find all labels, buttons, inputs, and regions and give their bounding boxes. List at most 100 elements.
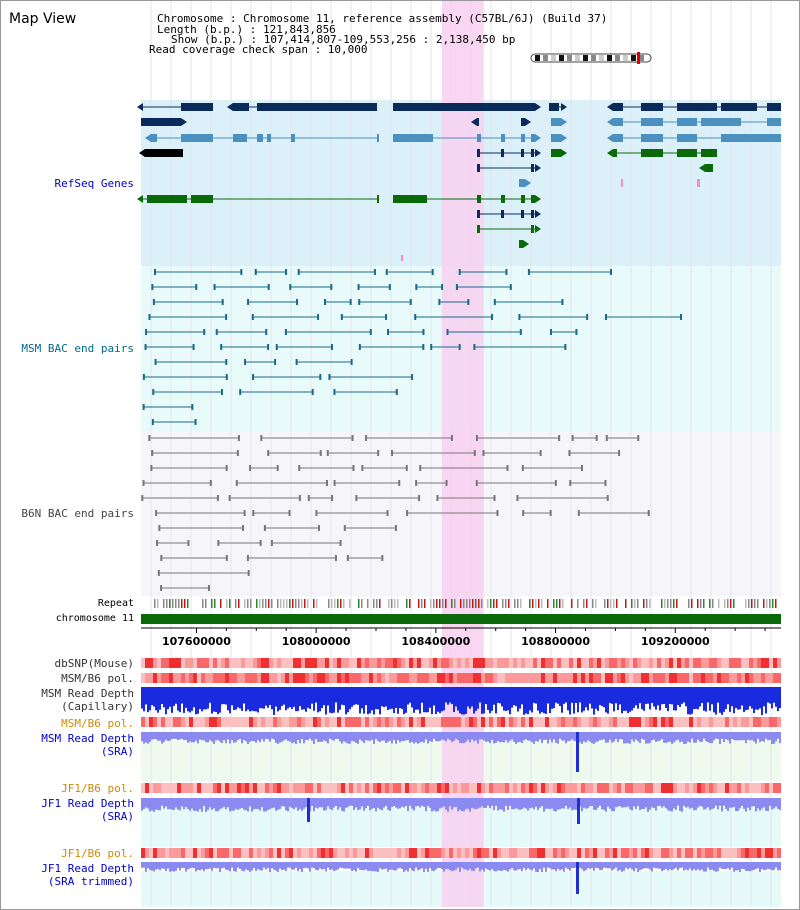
msm-bac-end-mark[interactable] bbox=[680, 314, 683, 320]
jf1-trimmed-depth-bar[interactable] bbox=[613, 862, 615, 870]
jf1-sra-depth-bar[interactable] bbox=[753, 798, 755, 807]
msm-pol-2-density-cell[interactable] bbox=[353, 717, 357, 727]
msm-sra-depth-bar[interactable] bbox=[493, 732, 495, 744]
dbsnp-density-cell[interactable] bbox=[381, 658, 385, 668]
msm-sra-depth-bar[interactable] bbox=[379, 732, 381, 743]
dbsnp-density-cell[interactable] bbox=[653, 658, 657, 668]
jf1-pol-density-cell[interactable] bbox=[709, 783, 713, 793]
msm-sra-depth-bar[interactable] bbox=[705, 732, 707, 742]
dbsnp-density-cell[interactable] bbox=[629, 658, 633, 668]
msm-sra-depth-bar[interactable] bbox=[407, 732, 409, 741]
msm-pol-density-cell[interactable] bbox=[257, 673, 261, 683]
b6n-bac-end-mark[interactable] bbox=[365, 435, 368, 441]
jf1-trimmed-depth-bar[interactable] bbox=[255, 862, 257, 871]
jf1-trimmed-depth-bar[interactable] bbox=[351, 862, 353, 871]
msm-sra-depth-bar[interactable] bbox=[649, 732, 651, 743]
b6n-bac-end-mark[interactable] bbox=[580, 465, 583, 471]
jf1-trimmed-depth-bar[interactable] bbox=[711, 862, 713, 870]
dbsnp-density-cell[interactable] bbox=[765, 658, 769, 668]
jf1-pol-density-cell[interactable] bbox=[773, 783, 777, 793]
jf1-sra-depth-bar[interactable] bbox=[375, 798, 377, 812]
b6n-bac-end-mark[interactable] bbox=[577, 510, 580, 516]
dbsnp-density-cell[interactable] bbox=[141, 658, 145, 668]
jf1-sra-depth-bar[interactable] bbox=[657, 798, 659, 807]
repeat-element[interactable] bbox=[379, 599, 381, 608]
msm-pol-2-density-cell[interactable] bbox=[145, 717, 149, 727]
b6n-bac-end-mark[interactable] bbox=[355, 495, 358, 501]
jf1-sra-depth-bar[interactable] bbox=[603, 798, 605, 810]
msm-capillary-depth-bar[interactable] bbox=[649, 687, 651, 710]
jf1-pol-density-cell[interactable] bbox=[405, 783, 409, 793]
jf1-sra-depth-bar[interactable] bbox=[357, 798, 359, 811]
jf1-trimmed-depth-bar[interactable] bbox=[391, 862, 393, 870]
msm-sra-depth-bar[interactable] bbox=[457, 732, 459, 741]
jf1-pol-density-cell[interactable] bbox=[765, 783, 769, 793]
msm-pol-density-cell[interactable] bbox=[245, 673, 249, 683]
msm-capillary-depth-bar[interactable] bbox=[419, 687, 421, 714]
jf1-pol-2-density-cell[interactable] bbox=[701, 848, 705, 858]
track-label-b6n-bac[interactable]: B6N BAC end pairs bbox=[21, 507, 134, 520]
jf1-pol-density-cell[interactable] bbox=[769, 783, 773, 793]
jf1-trimmed-depth-bar[interactable] bbox=[679, 862, 681, 868]
msm-capillary-depth-bar[interactable] bbox=[597, 687, 599, 711]
msm-sra-depth-bar[interactable] bbox=[455, 732, 457, 739]
msm-capillary-depth-bar[interactable] bbox=[719, 687, 721, 713]
msm-sra-depth-bar[interactable] bbox=[595, 732, 597, 743]
jf1-sra-depth-bar[interactable] bbox=[759, 798, 761, 811]
dbsnp-density-cell[interactable] bbox=[485, 658, 489, 668]
msm-capillary-depth-bar[interactable] bbox=[569, 687, 571, 715]
msm-pol-density-cell[interactable] bbox=[429, 673, 433, 683]
b6n-bac-end-mark[interactable] bbox=[386, 510, 389, 516]
jf1-trimmed-depth-bar[interactable] bbox=[159, 862, 161, 871]
msm-sra-depth-bar[interactable] bbox=[365, 732, 367, 741]
jf1-trimmed-depth-bar[interactable] bbox=[537, 862, 539, 872]
jf1-pol-2-density-cell[interactable] bbox=[281, 848, 285, 858]
jf1-pol-density-cell[interactable] bbox=[469, 783, 473, 793]
jf1-pol-density-cell[interactable] bbox=[749, 783, 753, 793]
msm-sra-depth-bar[interactable] bbox=[557, 732, 559, 744]
msm-capillary-depth-bar[interactable] bbox=[501, 687, 503, 707]
jf1-sra-depth-bar[interactable] bbox=[615, 798, 617, 808]
jf1-trimmed-depth-bar[interactable] bbox=[561, 862, 563, 870]
jf1-trimmed-depth-bar[interactable] bbox=[367, 862, 369, 871]
msm-capillary-depth-bar[interactable] bbox=[417, 687, 419, 710]
repeat-element[interactable] bbox=[463, 599, 465, 608]
msm-sra-depth-bar[interactable] bbox=[231, 732, 233, 741]
gene-exon[interactable] bbox=[519, 179, 525, 187]
msm-capillary-depth-bar[interactable] bbox=[225, 687, 227, 705]
msm-pol-2-density-cell[interactable] bbox=[773, 717, 777, 727]
dbsnp-density-cell[interactable] bbox=[245, 658, 249, 668]
msm-capillary-depth-bar[interactable] bbox=[553, 687, 555, 709]
jf1-pol-density-cell[interactable] bbox=[417, 783, 421, 793]
jf1-trimmed-depth-bar[interactable] bbox=[481, 862, 483, 870]
repeat-element[interactable] bbox=[391, 599, 393, 608]
jf1-trimmed-depth-bar[interactable] bbox=[293, 862, 295, 870]
repeat-element[interactable] bbox=[502, 599, 504, 608]
repeat-element[interactable] bbox=[673, 599, 675, 608]
msm-pol-2-density-cell[interactable] bbox=[677, 717, 681, 727]
jf1-trimmed-depth-bar[interactable] bbox=[373, 862, 375, 872]
jf1-trimmed-depth-bar[interactable] bbox=[313, 862, 315, 869]
msm-sra-depth-bar[interactable] bbox=[625, 732, 627, 744]
repeat-element[interactable] bbox=[166, 599, 168, 608]
gene-exon[interactable] bbox=[521, 149, 524, 157]
repeat-element[interactable] bbox=[607, 599, 609, 608]
dbsnp-density-cell[interactable] bbox=[189, 658, 193, 668]
b6n-bac-end-mark[interactable] bbox=[539, 450, 542, 456]
jf1-sra-depth-bar[interactable] bbox=[519, 798, 521, 810]
msm-pol-2-density-cell[interactable] bbox=[305, 717, 309, 727]
jf1-sra-depth-bar[interactable] bbox=[147, 798, 149, 809]
msm-pol-density-cell[interactable] bbox=[177, 673, 181, 683]
msm-capillary-depth-bar[interactable] bbox=[205, 687, 207, 710]
msm-pol-2-density-cell[interactable] bbox=[425, 717, 429, 727]
jf1-sra-depth-bar[interactable] bbox=[477, 798, 479, 809]
msm-sra-depth-bar[interactable] bbox=[195, 732, 197, 741]
gene-exon[interactable] bbox=[521, 210, 524, 218]
repeat-element[interactable] bbox=[553, 599, 555, 608]
jf1-pol-2-density-cell[interactable] bbox=[629, 848, 633, 858]
msm-pol-density-cell[interactable] bbox=[437, 673, 441, 683]
msm-sra-depth-bar[interactable] bbox=[585, 732, 587, 743]
jf1-trimmed-depth-bar[interactable] bbox=[713, 862, 715, 871]
dbsnp-density-cell[interactable] bbox=[241, 658, 245, 668]
msm-pol-density-cell[interactable] bbox=[585, 673, 589, 683]
